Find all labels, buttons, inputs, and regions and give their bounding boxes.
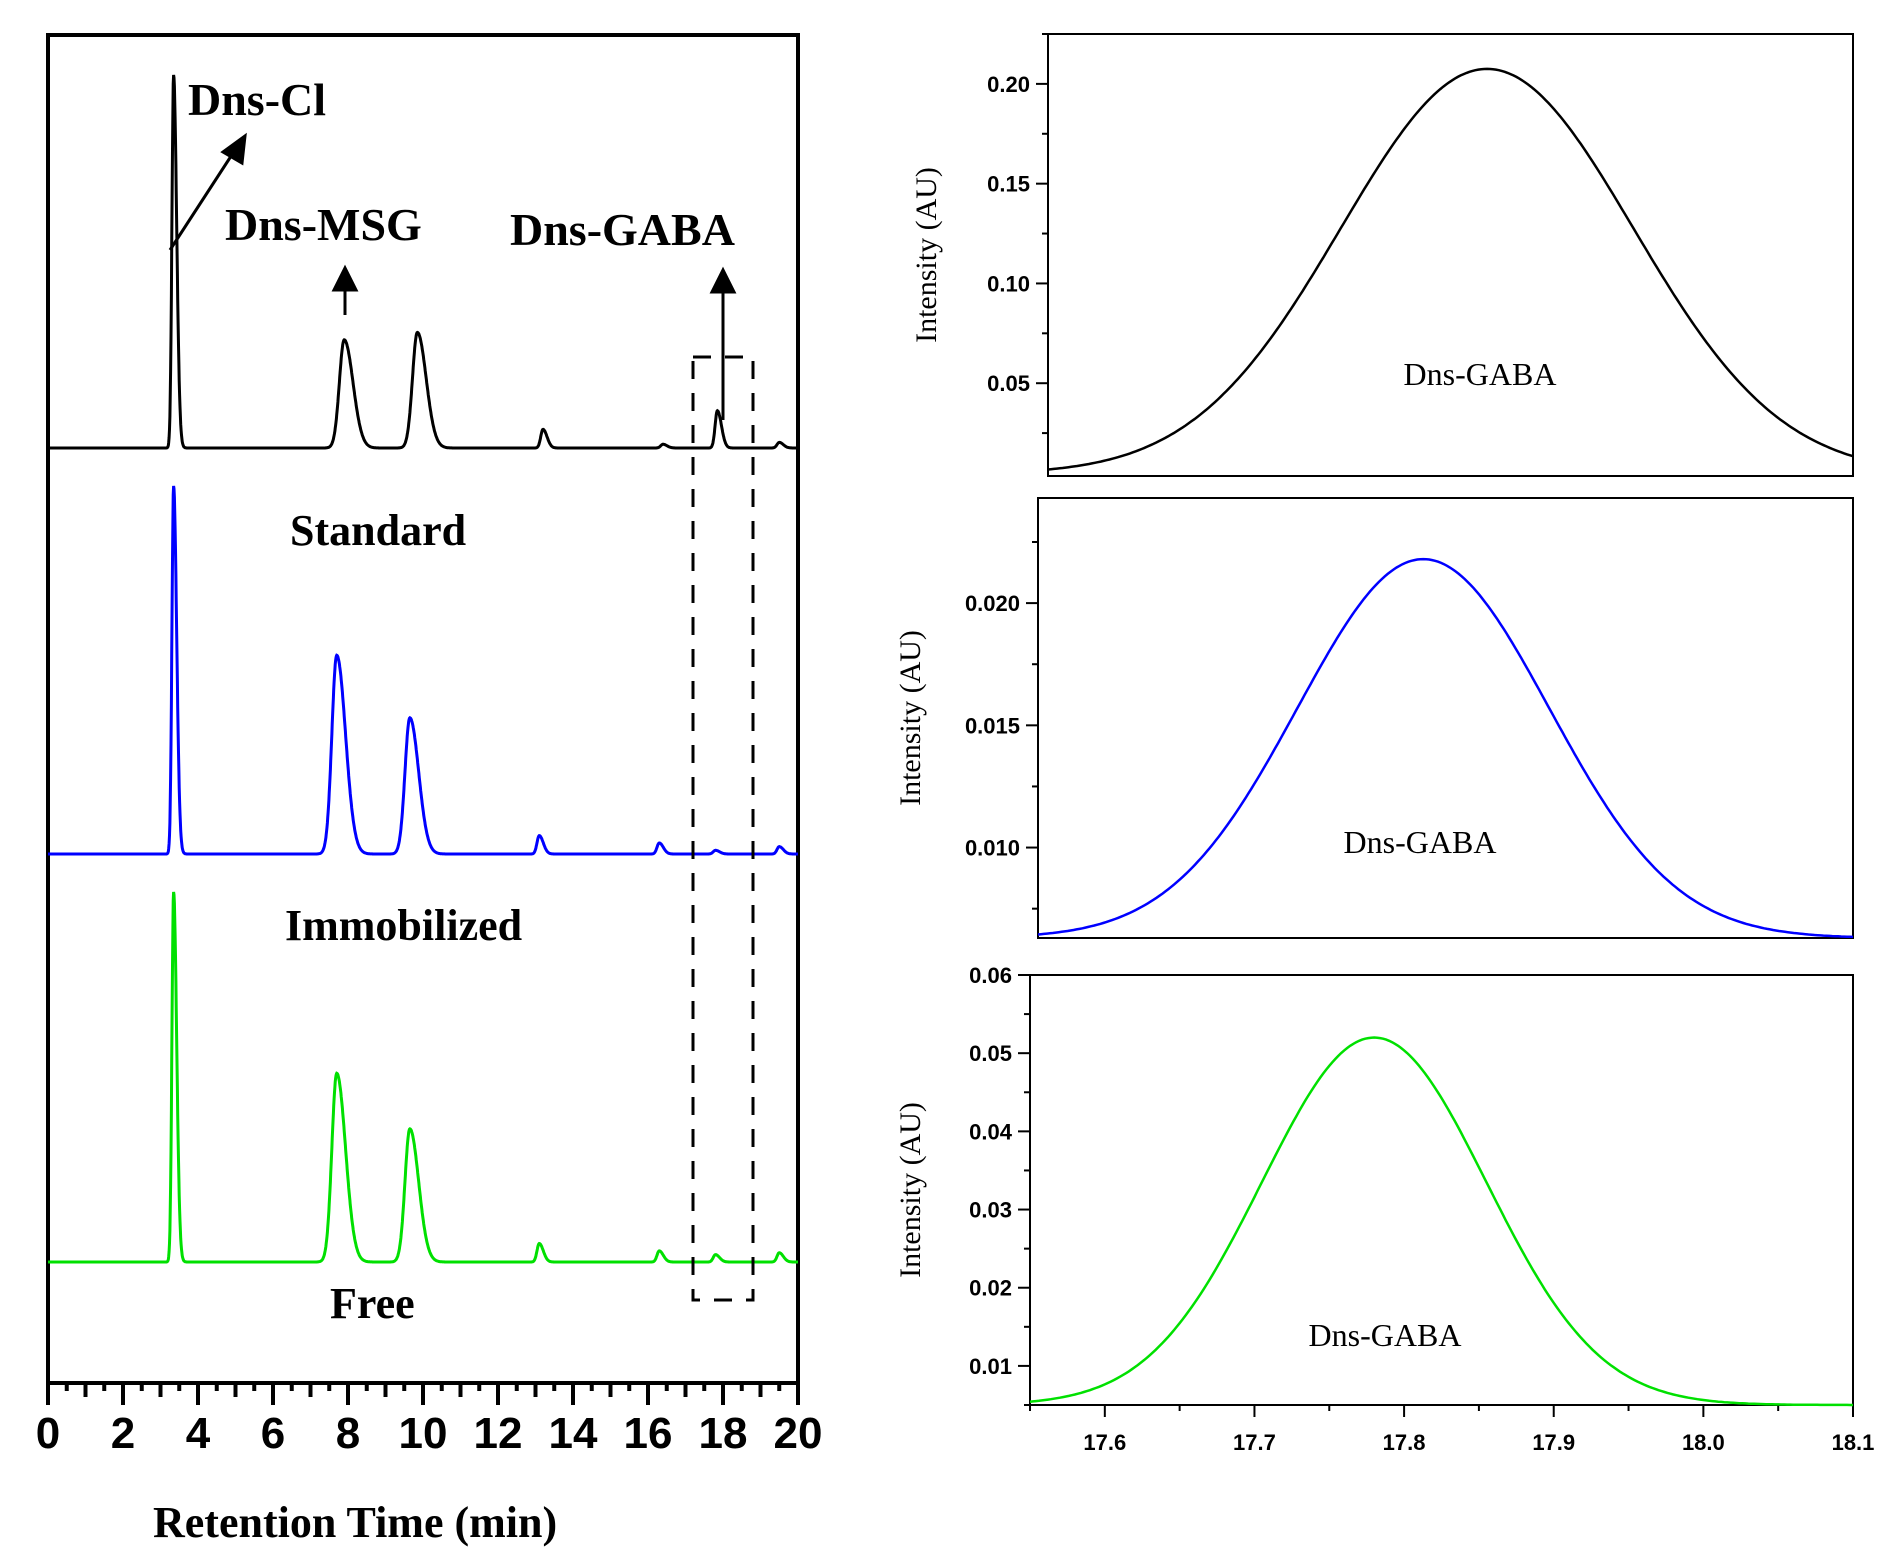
inset-panel-standard: 0.05 0.10 0.15 0.20 Intensity (AU) Dns-GABA	[910, 33, 1854, 477]
y-tick-label: 0.20	[987, 72, 1030, 97]
inset-frame	[1047, 33, 1854, 477]
trace-immobilized	[48, 485, 798, 856]
x-tick-label: 18.1	[1832, 1430, 1875, 1455]
y-tick-label: 0.015	[965, 713, 1020, 738]
inset-frame	[1037, 497, 1854, 939]
inset-frame	[1029, 974, 1854, 1406]
trace-free	[48, 891, 798, 1264]
x-tick-label: 6	[261, 1409, 285, 1458]
y-tick-label: 0.05	[969, 1041, 1012, 1066]
y-tick-label: 0.01	[969, 1354, 1012, 1379]
y-tick-label: 0.15	[987, 172, 1030, 197]
y-tick-label: 0.05	[987, 371, 1030, 396]
x-tick-label: 16	[624, 1409, 673, 1458]
arrow-dns-cl	[168, 149, 237, 251]
y-axis-label: Intensity (AU)	[894, 1102, 927, 1278]
y-axis-label: Intensity (AU)	[910, 167, 943, 343]
x-tick-label: 4	[186, 1409, 211, 1458]
x-tick-label: 17.7	[1233, 1430, 1276, 1455]
x-tick-label: 14	[549, 1409, 598, 1458]
x-axis-label: Retention Time (min)	[153, 1498, 557, 1547]
x-tick-label: 18	[699, 1409, 748, 1458]
y-tick-label: 0.03	[969, 1198, 1012, 1223]
x-tick-label: 18.0	[1682, 1430, 1725, 1455]
peak-label: Dns-GABA	[1309, 1317, 1462, 1353]
x-tick-label: 0	[36, 1409, 60, 1458]
x-tick-label: 17.6	[1083, 1430, 1126, 1455]
arrow-head-dns-gaba	[709, 266, 737, 294]
peak-label: Dns-GABA	[1344, 824, 1497, 860]
y-tick-label: 0.04	[969, 1119, 1013, 1144]
label-immobilized: Immobilized	[285, 901, 522, 950]
y-axis-label: Intensity (AU)	[894, 630, 927, 806]
x-tick-label: 8	[336, 1409, 360, 1458]
gaba-peak-curve	[1037, 557, 1854, 939]
y-tick-label: 0.010	[965, 836, 1020, 861]
gaba-peak-curve	[1029, 1036, 1853, 1407]
x-tick-label: 17.9	[1532, 1430, 1575, 1455]
annotation-arrows	[168, 132, 737, 420]
x-tick-label: 20	[774, 1409, 823, 1458]
x-tick-label: 17.8	[1383, 1430, 1426, 1455]
arrow-head-dns-cl	[220, 132, 247, 166]
gaba-peak-curve	[1047, 67, 1854, 471]
label-free: Free	[330, 1279, 415, 1328]
x-tick-label: 2	[111, 1409, 135, 1458]
x-tick-label: 12	[474, 1409, 523, 1458]
y-tick-label: 0.06	[969, 963, 1012, 988]
label-dns-cl: Dns-Cl	[188, 74, 326, 125]
peak-label: Dns-GABA	[1404, 356, 1557, 392]
y-tick-label: 0.02	[969, 1276, 1012, 1301]
label-dns-msg: Dns-MSG	[225, 199, 422, 250]
y-tick-label: 0.020	[965, 591, 1020, 616]
trace-standard	[48, 74, 798, 450]
inset-panel-free: 0.01 0.02 0.03 0.04 0.05 0.06 17.6 17.7 17.8 17.9…	[894, 963, 1874, 1455]
y-tick-label: 0.10	[987, 271, 1030, 296]
gaba-highlight-box	[691, 355, 755, 1302]
arrow-head-dns-msg	[331, 264, 359, 292]
chromatogram-panel: 0 2 4 6 8 10 12 14 16 18 20 Dns-Cl Dns-MSG Dns-GAB…	[36, 33, 823, 1547]
label-dns-gaba: Dns-GABA	[510, 204, 735, 255]
label-standard: Standard	[290, 506, 466, 555]
x-tick-label: 10	[399, 1409, 448, 1458]
inset-panel-immobilized: 0.010 0.015 0.020 Intensity (AU) Dns-GABA	[894, 497, 1854, 939]
